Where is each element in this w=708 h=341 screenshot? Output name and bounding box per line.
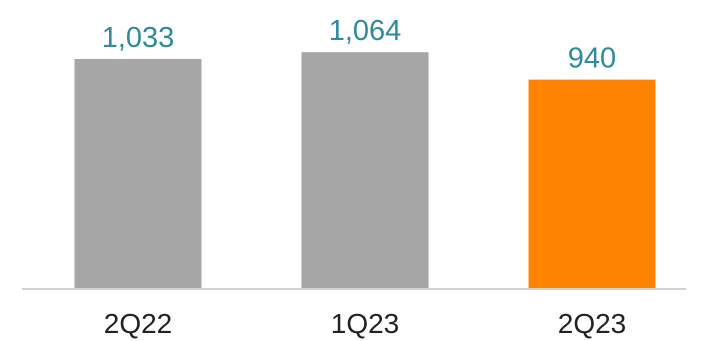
bar-2q22 [74, 59, 202, 288]
x-tick-label-2q22: 2Q22 [104, 308, 173, 339]
bar-2q23 [528, 79, 656, 288]
data-label-1q23: 1,064 [329, 15, 402, 47]
x-tick-label-1q23: 1Q23 [331, 308, 400, 339]
data-label-2q23: 940 [568, 43, 616, 75]
x-tick-label-2q23: 2Q23 [558, 308, 627, 339]
bar-1q23 [301, 52, 429, 288]
data-label-2q22: 1,033 [102, 22, 175, 54]
